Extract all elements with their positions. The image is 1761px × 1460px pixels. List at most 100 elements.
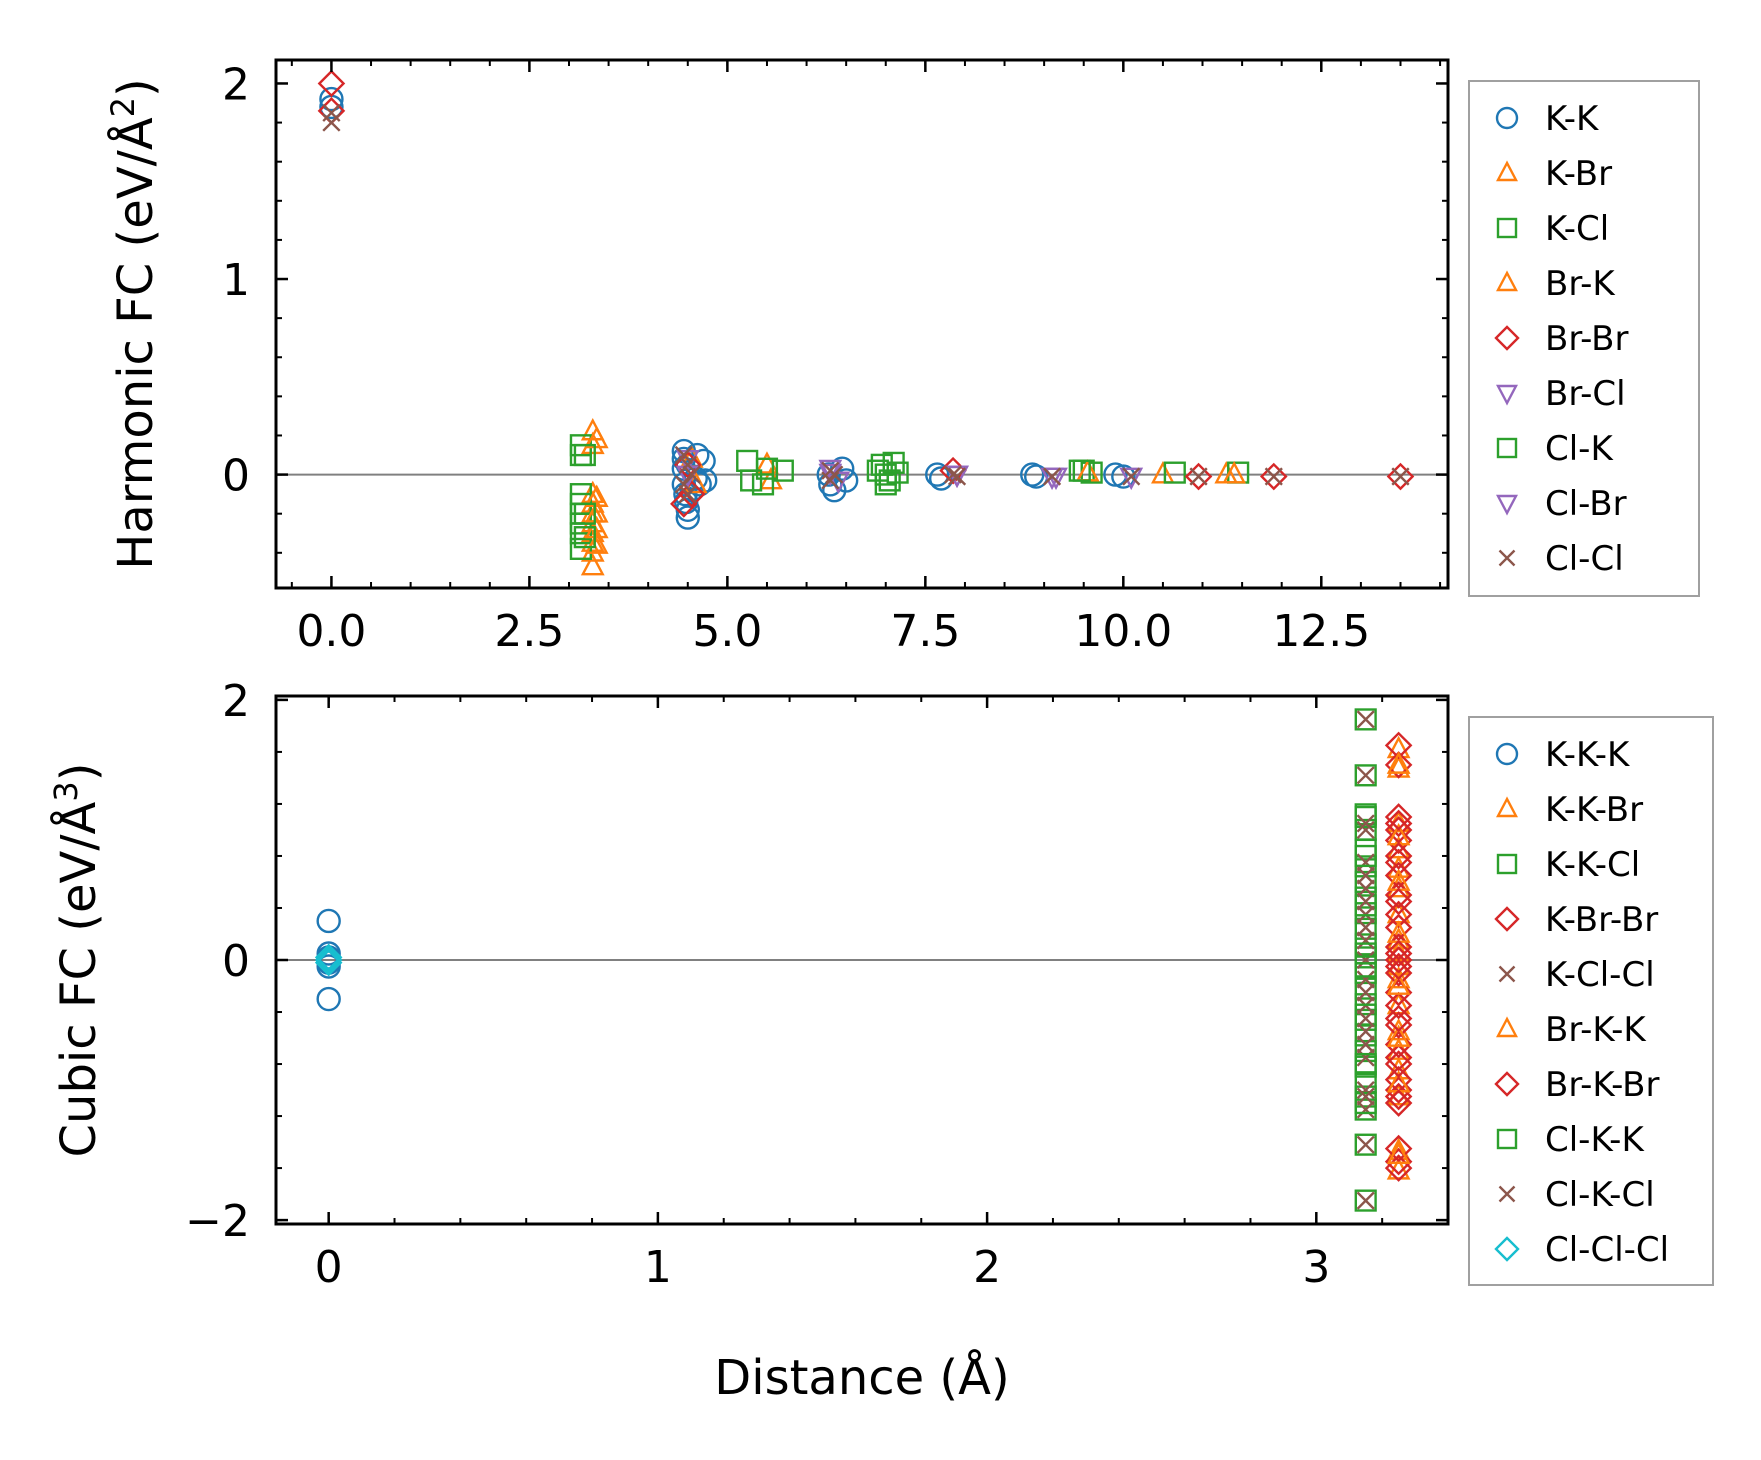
- legend-marker-br-k-k: [1496, 1016, 1518, 1038]
- legend-label: K-K-Br: [1545, 790, 1643, 830]
- data-point-br-k-br: [1384, 842, 1413, 870]
- legend-marker-cl-cl-cl: [1494, 1236, 1520, 1262]
- data-point-cl-k-cl: [1356, 983, 1375, 1002]
- legend-label: K-K-K: [1545, 735, 1631, 775]
- data-point-k-k-cl: [1354, 1189, 1377, 1212]
- data-point-br-k: [584, 500, 609, 523]
- series-k-k: [319, 86, 1136, 530]
- harmonic-fc-y-axis-label: Harmonic FC (eV/Å2): [104, 78, 164, 570]
- y-tick-label: 2: [222, 676, 250, 727]
- x-tick-label: 12.5: [1272, 606, 1370, 657]
- data-point-k-br-br: [1384, 991, 1413, 1020]
- data-point-cl-cl: [682, 465, 701, 484]
- data-point-br-k: [584, 484, 609, 507]
- legend-entry-br-k-k: Br-K-K: [1496, 1010, 1647, 1050]
- data-point-k-cl-cl: [1356, 1135, 1375, 1154]
- data-point-k-br-br: [1384, 1134, 1413, 1163]
- data-point-br-k-k: [1386, 1024, 1411, 1047]
- data-point-k-cl: [771, 459, 794, 482]
- harmonic-fc-legend: K-K K-Br K-Cl Br-K Br-Br Br-Cl Cl-K Cl-Br Cl-Cl: [1468, 80, 1700, 597]
- x-tick-label: 3: [1302, 1242, 1330, 1293]
- data-point-k-k: [675, 505, 700, 530]
- data-point-cl-k-k: [1354, 955, 1377, 978]
- data-point-k-cl: [569, 537, 592, 560]
- data-point-br-k-br: [1384, 1050, 1413, 1078]
- x-tick-label: 2: [973, 1242, 1001, 1293]
- data-point-k-k: [1111, 464, 1136, 489]
- data-point-cl-k-cl: [1356, 1035, 1375, 1054]
- legend-label: Br-Cl: [1545, 374, 1626, 414]
- legend-marker-k-br-br: [1494, 906, 1520, 932]
- harmonic-fc-markers: [276, 69, 1448, 576]
- data-point-br-br: [1259, 462, 1288, 491]
- data-point-k-k-cl: [1354, 870, 1377, 894]
- data-point-k-cl-cl: [1356, 1080, 1375, 1100]
- legend-marker-cl-k-cl: [1498, 1185, 1516, 1203]
- data-point-br-cl: [818, 459, 843, 483]
- data-point-k-cl-cl: [1356, 970, 1375, 989]
- data-point-cl-cl: [678, 455, 697, 474]
- data-point-cl-cl: [674, 475, 693, 494]
- legend-entry-cl-br: Cl-Br: [1496, 484, 1627, 524]
- data-point-k-cl: [1163, 461, 1186, 484]
- data-point-cl-k-k: [1354, 894, 1377, 917]
- data-point-k-cl: [740, 469, 763, 492]
- cubic-fc-x-axis-label: Distance (Å): [714, 1349, 1009, 1406]
- legend-entry-k-cl-cl: K-Cl-Cl: [1498, 955, 1655, 995]
- data-point-cl-k-k: [1354, 1052, 1377, 1076]
- data-point-cl-k-k: [1354, 844, 1377, 868]
- harmonic-fc-ylabel-close: ): [108, 78, 164, 97]
- data-point-cl-cl: [943, 465, 963, 484]
- legend-entry-cl-k-k: Cl-K-K: [1496, 1120, 1645, 1160]
- legend-entry-br-k-br: Br-K-Br: [1494, 1065, 1660, 1105]
- data-point-cl-cl: [322, 103, 341, 122]
- data-point-cl-k: [874, 473, 897, 496]
- legend-entry-k-br-br: K-Br-Br: [1494, 900, 1658, 940]
- data-point-k-br-br: [1384, 731, 1413, 760]
- data-point-k-cl-cl: [1356, 820, 1375, 840]
- legend-marker-k-k-br: [1496, 796, 1518, 818]
- data-point-k-br-br: [1384, 816, 1413, 844]
- data-point-k-cl-cl: [1356, 1022, 1375, 1041]
- data-point-cl-k: [573, 526, 596, 549]
- data-point-k-k-k: [316, 954, 341, 979]
- legend-label: Cl-Cl: [1545, 539, 1624, 579]
- legend-marker-cl-cl: [1498, 549, 1516, 567]
- data-point-br-k-br: [1384, 952, 1413, 981]
- data-point-cl-cl: [674, 445, 693, 465]
- data-point-k-br: [580, 529, 605, 552]
- data-point-br-k-k: [1386, 972, 1411, 995]
- data-point-cl-k-cl: [1356, 866, 1375, 885]
- series-cl-k-k: [1354, 805, 1377, 1115]
- legend-label: K-K-Cl: [1545, 845, 1640, 885]
- legend-label: Cl-K-Cl: [1545, 1175, 1655, 1215]
- legend-label: Br-K-K: [1545, 1010, 1647, 1050]
- legend-label: Br-K: [1545, 264, 1616, 304]
- legend-marker-k-k-cl: [1496, 853, 1518, 875]
- data-point-cl-cl-cl: [314, 946, 343, 974]
- harmonic-fc-ylabel-text: Harmonic FC (eV/Å: [107, 117, 164, 570]
- data-point-cl-cl: [678, 485, 697, 504]
- data-point-k-k-cl: [1354, 1039, 1377, 1063]
- data-point-br-k-k: [1386, 1141, 1411, 1164]
- data-point-br-k: [584, 531, 609, 554]
- series-br-k: [584, 425, 1247, 554]
- data-point-br-br: [1386, 462, 1415, 491]
- data-point-k-br-br: [1384, 881, 1413, 909]
- legend-marker-k-cl-cl: [1498, 965, 1516, 983]
- data-point-br-k-k: [1386, 751, 1411, 774]
- data-point-k-cl-cl: [1356, 1100, 1375, 1119]
- legend-entry-cl-k: Cl-K: [1496, 429, 1614, 469]
- data-point-k-br: [580, 552, 605, 576]
- legend-marker-cl-k: [1496, 437, 1518, 459]
- legend-entry-k-k: K-K: [1495, 99, 1600, 139]
- series-br-br: [317, 69, 1415, 518]
- data-point-cl-cl-cl: [314, 943, 343, 972]
- y-tick-label: 0: [222, 451, 250, 502]
- data-point-k-k: [816, 462, 841, 487]
- x-tick-label: 2.5: [494, 606, 564, 657]
- data-point-br-k-br: [1384, 803, 1413, 831]
- data-point-k-cl: [755, 457, 779, 480]
- data-point-k-cl-cl: [1356, 1191, 1375, 1210]
